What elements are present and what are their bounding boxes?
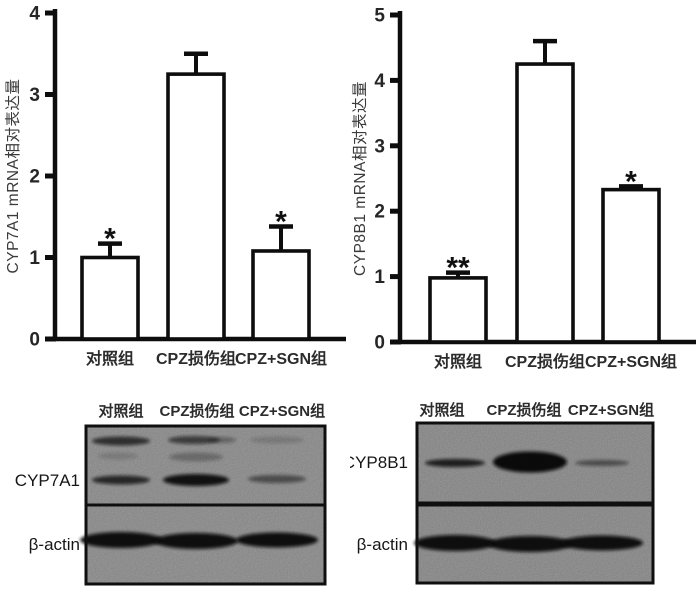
bar: [251, 249, 311, 341]
y-tick-label: 3: [374, 136, 385, 157]
lane-label: CPZ+SGN组: [239, 402, 325, 420]
bar: [166, 72, 226, 341]
membrane-border: [415, 421, 655, 505]
x-category-label: CPZ+SGN组: [585, 352, 677, 371]
bar: [515, 62, 575, 344]
noise-overlay: [417, 505, 653, 583]
x-category-label: CPZ损伤组: [156, 349, 236, 368]
protein-label: CYP7A1: [15, 471, 80, 490]
noise-overlay: [86, 426, 325, 505]
x-category-label: CPZ+SGN组: [235, 349, 327, 368]
y-tick-label: 2: [29, 167, 40, 188]
y-tick-label: 1: [374, 267, 385, 288]
significance-marker: **: [446, 252, 470, 285]
lane-label: 对照组: [419, 401, 464, 419]
significance-marker: *: [104, 223, 116, 256]
y-tick-label: 5: [374, 6, 385, 27]
x-category-label: 对照组: [434, 352, 482, 371]
y-tick-label: 2: [374, 202, 385, 223]
protein-label: β-actin: [29, 535, 80, 554]
y-tick-label: 0: [29, 330, 40, 351]
y-tick-label: 3: [29, 85, 40, 106]
lane-label: CPZ损伤组: [159, 402, 234, 420]
y-tick-label: 4: [29, 4, 40, 25]
y-axis-title: CYP8B1 mRNA相对表达量: [351, 81, 369, 276]
bar-chart-cyp8b1: 0 1 2 3 4 5 CYP8B1 mRNA相对表达量 ** 对照组 CPZ损伤组 * CPZ+SG…: [351, 6, 696, 371]
x-category-label: 对照组: [86, 349, 134, 368]
membrane-border: [84, 503, 327, 586]
lane-label: CPZ损伤组: [486, 401, 561, 419]
significance-marker: *: [275, 206, 287, 239]
y-tick-label: 4: [374, 71, 385, 92]
membrane-border: [415, 503, 655, 585]
western-blot-cyp7a1: 对照组 CPZ损伤组 CPZ+SGN组 CYP7A1 β-actin: [15, 402, 327, 586]
lane-label: 对照组: [98, 402, 143, 420]
bar-chart-cyp7a1: 0 1 2 3 4 CYP7A1 mRNA相对表达量 * 对照组 CPZ损伤组 * CPZ+SGN组: [4, 4, 346, 368]
western-blot-cyp8b1: 对照组 CPZ损伤组 CPZ+SGN组 CYP8B1 β-actin: [350, 401, 655, 585]
y-tick-label: 1: [29, 248, 40, 269]
protein-label: CYP8B1: [350, 453, 408, 472]
y-axis-title: CYP7A1 mRNA相对表达量: [4, 79, 22, 274]
bar: [428, 276, 488, 344]
protein-label: β-actin: [357, 535, 408, 554]
noise-overlay: [86, 505, 325, 584]
bar: [80, 255, 140, 341]
significance-marker: *: [625, 165, 637, 198]
y-tick-label: 0: [374, 333, 385, 354]
lane-label: CPZ+SGN组: [568, 401, 654, 419]
bar: [601, 187, 661, 344]
noise-overlay: [417, 423, 653, 503]
x-category-label: CPZ损伤组: [505, 352, 585, 371]
